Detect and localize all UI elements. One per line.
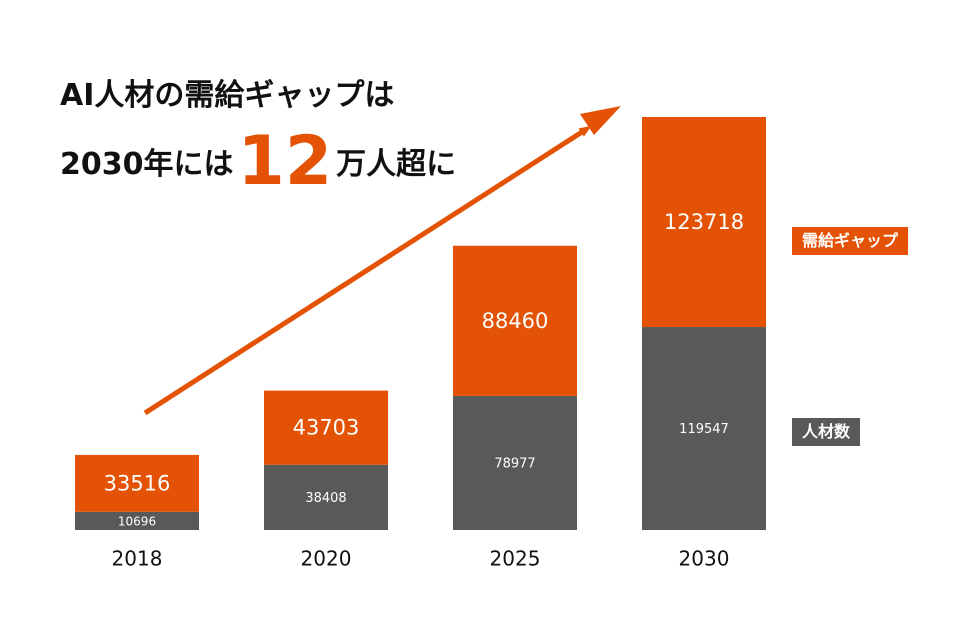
bar-talent-2025: [453, 395, 577, 530]
value-label-talent-2025: 78977: [494, 456, 535, 471]
headline-line2: 2030年には12 万人超に: [60, 126, 456, 201]
value-label-talent-2018: 10696: [118, 514, 156, 528]
bar-gap-2018: [75, 454, 199, 512]
value-label-gap-2030: 123718: [664, 210, 744, 234]
bar-talent-2018: [75, 511, 199, 530]
x-tick-label-2025: 2025: [490, 547, 541, 571]
bar-gap-2020: [264, 390, 388, 465]
bar-talent-2020: [264, 464, 388, 530]
value-label-talent-2030: 119547: [679, 422, 729, 437]
value-label-gap-2020: 43703: [293, 416, 360, 440]
legend-talent-label: 人材数: [792, 418, 861, 446]
legend-gap-label: 需給ギャップ: [792, 227, 909, 255]
headline-line1: AI人材の需給ギャップは: [60, 78, 394, 114]
bar-gap-2025: [453, 245, 577, 396]
headline-line2-suffix: 万人超に: [336, 147, 457, 182]
growth-trend-arrow: [143, 126, 592, 416]
headline-line1-text: AI人材の需給ギャップは: [60, 78, 395, 113]
growth-trend-arrowhead: [580, 106, 621, 135]
x-tick-label-2018: 2018: [112, 547, 163, 571]
bar-talent-2030: [642, 327, 766, 530]
value-label-talent-2020: 38408: [305, 491, 346, 506]
bar-gap-2030: [642, 117, 766, 328]
value-label-gap-2025: 88460: [482, 309, 549, 333]
x-tick-label-2030: 2030: [679, 547, 730, 571]
headline-line2-prefix: 2030年には: [60, 147, 234, 182]
value-label-gap-2018: 33516: [104, 471, 171, 495]
headline-highlight-number: 12: [237, 122, 333, 201]
x-tick-label-2020: 2020: [301, 547, 352, 571]
